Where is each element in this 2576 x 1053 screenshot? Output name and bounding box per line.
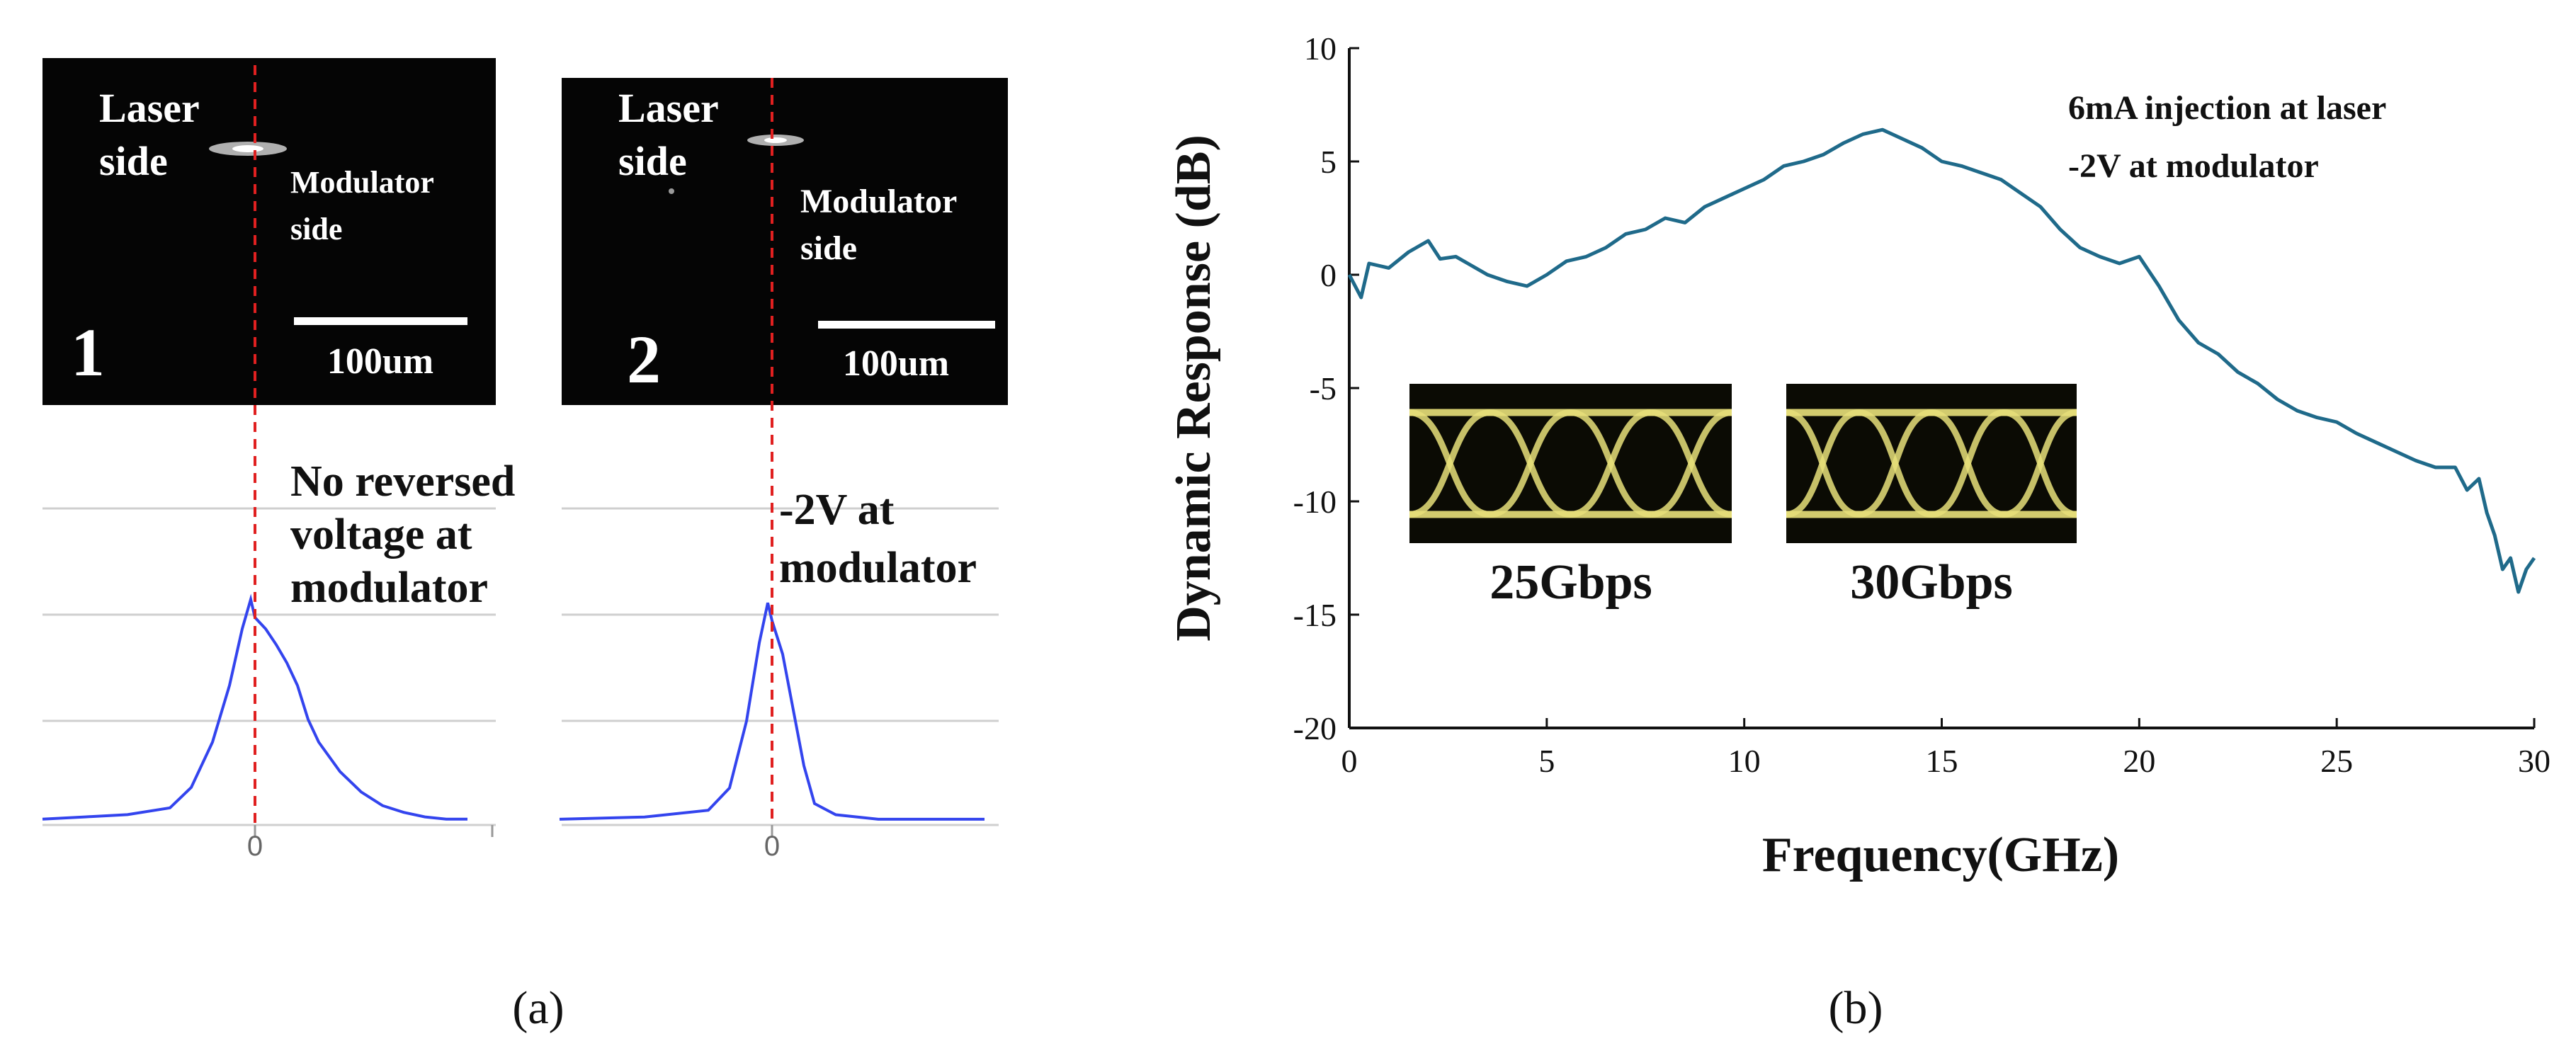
caption-b: (b) [1829,982,1883,1034]
profile-1-annotation-line-2: voltage at [290,511,472,559]
image-2-number: 2 [627,321,661,397]
eye-trace [1409,412,1410,416]
eye-2-traces [1786,409,2077,518]
eye-trace [2076,412,2077,416]
camera-image-2: Laser side Modulator side 2 100um [562,78,1008,405]
profile-1-annotation-line-1: No reversed [290,457,515,506]
x-tick-label: 0 [1341,743,1358,779]
image-1-laser-label-line-1: Laser [99,85,200,131]
x-tick-label: 30 [2518,743,2551,779]
y-tick-label: -5 [1310,370,1337,406]
profile-2-line [559,602,985,821]
panel-a: Laser side Modulator side 1 100um Laser … [42,58,1008,1034]
y-tick-label: -15 [1293,597,1337,633]
x-tick-label: 5 [1538,743,1555,779]
image-2-laser-label-line-2: side [618,138,687,184]
eye-1-label: 25Gbps [1490,555,1652,610]
image-2-background [562,78,1008,405]
eye-1-background [1409,384,1732,543]
camera-image-1: Laser side Modulator side 1 100um [42,58,496,405]
profile-2-gridlines [562,507,999,826]
image-1-scale-bar [294,317,467,325]
eye-trace [1650,409,1732,518]
eye-diagram-30gbps [1786,384,2077,543]
eye-trace [1786,409,1860,518]
eye-trace [1931,409,2005,518]
eye-trace [1409,511,1410,515]
y-axis-title: Dynamic Response (dB) [1167,135,1221,642]
image-2-emission-core [764,137,787,143]
x-tick-label: 10 [1728,743,1761,779]
image-1-scale-label: 100um [327,341,433,382]
image-2-speck [669,188,674,194]
image-1-laser-label-line-2: side [99,138,168,184]
image-2-scale-label: 100um [843,343,949,384]
profile-2-zero-tick-label: 0 [764,831,780,862]
image-1-emission-core [232,145,263,152]
image-1-modulator-label-line-1: Modulator [290,165,434,200]
profile-2-annotation-line-1: -2V at [779,486,895,534]
panel-b: -20 -15 -10 -5 0 5 10 0 5 10 15 20 25 30 Dynamic Res… [1167,30,2551,1034]
y-tick-label: 5 [1320,144,1337,180]
y-tick-label: 10 [1304,30,1337,67]
x-tick-label: 25 [2320,743,2353,779]
eye-trace [1409,409,1491,518]
profile-1-zero-tick-label: 0 [247,831,263,862]
y-tick-label: -20 [1293,710,1337,746]
eye-trace [2003,409,2077,518]
intensity-profile-2: 0 -2V at modulator [559,486,999,862]
eye-trace [1858,409,1932,518]
intensity-profile-1: 0 No reversed voltage at modulator [42,457,515,862]
profile-1-line [42,593,467,821]
y-tick-label: -10 [1293,484,1337,520]
dynamic-response-line [1347,127,2536,594]
image-2-laser-label-line-1: Laser [618,85,719,131]
eye-1-traces [1409,409,1732,518]
y-axis-ticks: -20 -15 -10 -5 0 5 10 [1293,30,1359,746]
profile-2-annotation-line-2: modulator [779,544,977,592]
image-1-background [42,58,496,405]
image-1-modulator-label-line-2: side [290,212,342,246]
caption-a: (a) [512,982,564,1034]
profile-1-annotation-line-3: modulator [290,564,488,612]
eye-diagram-25gbps [1409,384,1732,543]
eye-2-background [1786,384,2077,543]
x-tick-label: 20 [2123,743,2155,779]
eye-trace [1570,409,1652,518]
eye-trace [2076,511,2077,515]
image-2-modulator-label-line-2: side [800,229,857,267]
image-1-number: 1 [71,314,105,390]
chart-annotation-line-2: -2V at modulator [2068,147,2319,185]
y-tick-label: 0 [1320,257,1337,293]
x-axis-ticks: 0 5 10 15 20 25 30 [1341,718,2551,779]
eye-trace [1490,409,1572,518]
eye-2-label: 30Gbps [1850,555,2013,610]
image-2-scale-bar [818,321,995,329]
profile-1-gridlines [42,507,496,826]
chart-annotation-line-1: 6mA injection at laser [2068,89,2386,127]
x-tick-label: 15 [1926,743,1958,779]
x-axis-title: Frequency(GHz) [1762,828,2119,882]
image-2-modulator-label-line-1: Modulator [800,183,957,220]
